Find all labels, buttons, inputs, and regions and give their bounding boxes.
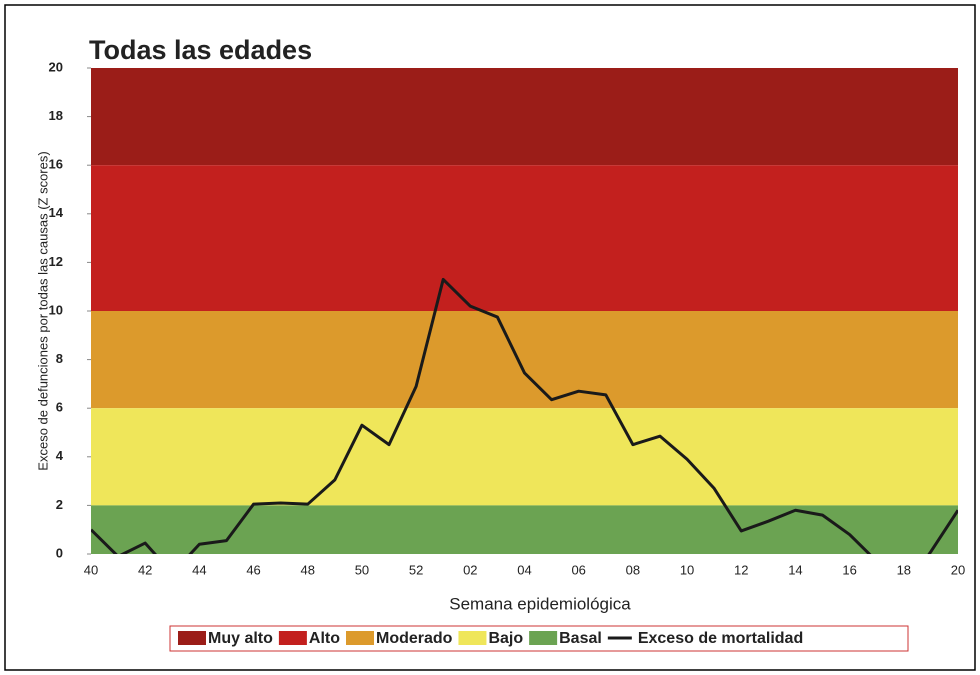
x-tick-label: 52: [409, 562, 423, 577]
risk-band: [91, 165, 958, 311]
x-tick-label: 44: [192, 562, 206, 577]
legend-swatch: [178, 631, 206, 645]
x-tick-label: 50: [355, 562, 369, 577]
y-tick-label: 10: [49, 302, 63, 317]
legend-label: Exceso de mortalidad: [638, 630, 803, 647]
y-tick-label: 4: [56, 448, 64, 463]
x-tick-label: 12: [734, 562, 748, 577]
x-tick-label: 06: [571, 562, 585, 577]
y-tick-label: 18: [49, 108, 63, 123]
plot-area: [91, 277, 958, 554]
x-tick-label: 08: [626, 562, 640, 577]
series-line: [91, 277, 958, 554]
legend-label: Moderado: [376, 630, 453, 647]
y-tick-label: 2: [56, 497, 63, 512]
risk-band: [91, 408, 958, 506]
chart-title: Todas las edades: [89, 35, 312, 65]
y-tick-label: 0: [56, 545, 63, 560]
x-tick-label: 48: [301, 562, 315, 577]
risk-band: [91, 311, 958, 409]
x-tick-label: 02: [463, 562, 477, 577]
x-tick-label: 46: [246, 562, 260, 577]
x-tick-label: 40: [84, 562, 98, 577]
legend-swatch: [458, 631, 487, 645]
x-tick-label: 20: [951, 562, 965, 577]
legend-label: Bajo: [488, 630, 523, 647]
legend-swatch: [278, 631, 307, 645]
y-axis-label: Exceso de defunciones por todas las caus…: [35, 151, 50, 470]
x-tick-label: 16: [842, 562, 856, 577]
y-tick-label: 8: [56, 351, 63, 366]
x-tick-label: 18: [897, 562, 911, 577]
legend-label: Basal: [559, 630, 602, 647]
legend-label: Muy alto: [208, 630, 273, 647]
y-tick-label: 14: [49, 205, 64, 220]
legend-label: Alto: [309, 630, 340, 647]
x-axis-label: Semana epidemiológica: [449, 594, 631, 613]
x-tick-label: 10: [680, 562, 694, 577]
y-tick-label: 6: [56, 400, 63, 415]
legend-swatch: [346, 631, 374, 645]
y-tick-label: 20: [49, 59, 63, 74]
risk-band: [91, 505, 958, 554]
risk-band: [91, 68, 958, 166]
y-tick-label: 12: [49, 254, 63, 269]
x-tick-label: 04: [517, 562, 531, 577]
x-tick-label: 14: [788, 562, 802, 577]
x-tick-label: 42: [138, 562, 152, 577]
legend-swatch: [529, 631, 558, 645]
y-tick-label: 16: [49, 157, 63, 172]
